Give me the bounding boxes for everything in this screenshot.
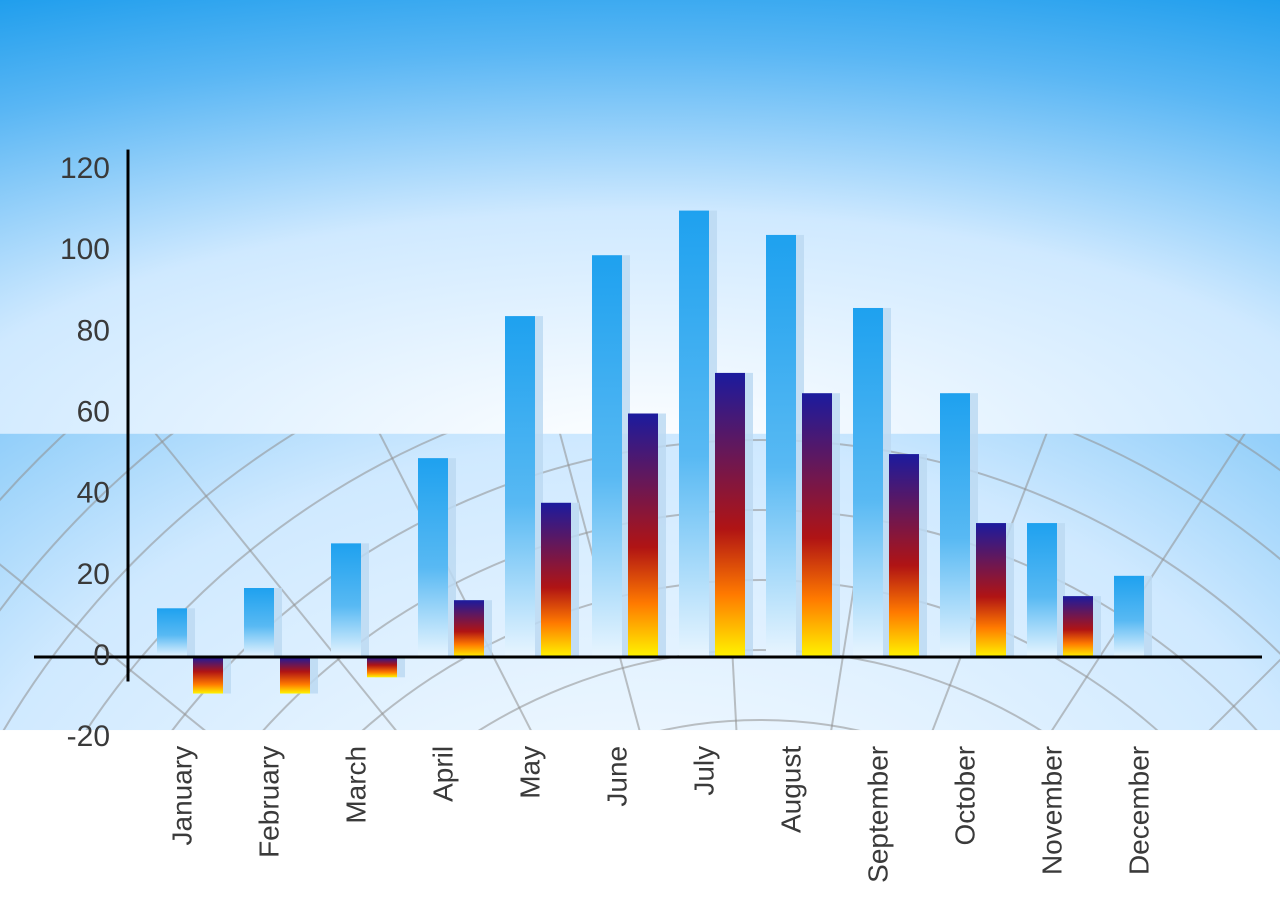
bar-series-a <box>853 308 883 657</box>
x-tick-label: October <box>949 746 980 846</box>
y-tick-label: 60 <box>77 395 110 428</box>
bar-series-b <box>976 523 1006 657</box>
y-tick-label: 0 <box>93 639 110 672</box>
bar-series-a <box>766 235 796 657</box>
bar-series-a <box>505 316 535 657</box>
bar-series-a <box>418 458 448 657</box>
bar-series-b <box>715 373 745 657</box>
bar-series-b <box>1063 596 1093 657</box>
bar-series-b <box>889 454 919 657</box>
x-tick-label: June <box>601 746 632 807</box>
bar-series-a <box>244 588 274 657</box>
bar-series-a <box>940 393 970 657</box>
x-tick-label: February <box>253 746 284 858</box>
x-tick-label: January <box>166 746 197 846</box>
y-tick-label: 40 <box>77 477 110 510</box>
bar-series-b <box>802 393 832 657</box>
x-tick-label: December <box>1123 746 1154 875</box>
x-tick-label: May <box>514 746 545 799</box>
bar-series-a <box>157 608 187 657</box>
bar-series-a <box>1114 576 1144 657</box>
bar-series-b <box>454 600 484 657</box>
monthly-bar-chart: -20 0 20 40 60 80 100 120 January February March Ap… <box>0 0 1280 905</box>
bar-series-a <box>592 255 622 657</box>
chart-container: { "chart": { "type": "bar", "width_px": … <box>0 0 1280 905</box>
bar-series-b <box>280 657 310 694</box>
bar-series-a <box>331 543 361 657</box>
x-tick-label: August <box>775 746 806 833</box>
bar-series-b <box>541 503 571 657</box>
bar-series-b <box>193 657 223 694</box>
x-tick-label: September <box>862 746 893 883</box>
y-tick-label: 80 <box>77 314 110 347</box>
bar-series-a <box>679 211 709 657</box>
y-tick-label: 100 <box>60 233 110 266</box>
x-tick-label: July <box>688 746 719 796</box>
x-tick-label: November <box>1036 746 1067 875</box>
y-tick-label: 120 <box>60 152 110 185</box>
bar-series-b <box>628 414 658 658</box>
bar-series-b <box>367 657 397 677</box>
y-tick-label: 20 <box>77 558 110 591</box>
x-tick-label: April <box>427 746 458 802</box>
bar-series-a <box>1027 523 1057 657</box>
y-tick-label: -20 <box>67 720 110 753</box>
x-tick-label: March <box>340 746 371 824</box>
